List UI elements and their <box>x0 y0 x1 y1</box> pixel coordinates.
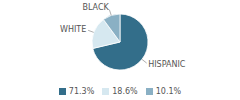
html-text:10.1%: 10.1% <box>155 86 182 96</box>
html-text:18.6%: 18.6% <box>112 86 138 96</box>
svg-text:HISPANIC: HISPANIC <box>148 60 186 69</box>
svg-text:BLACK: BLACK <box>82 3 109 12</box>
svg-text:WHITE: WHITE <box>60 25 86 34</box>
html-text:71.3%: 71.3% <box>68 86 95 96</box>
